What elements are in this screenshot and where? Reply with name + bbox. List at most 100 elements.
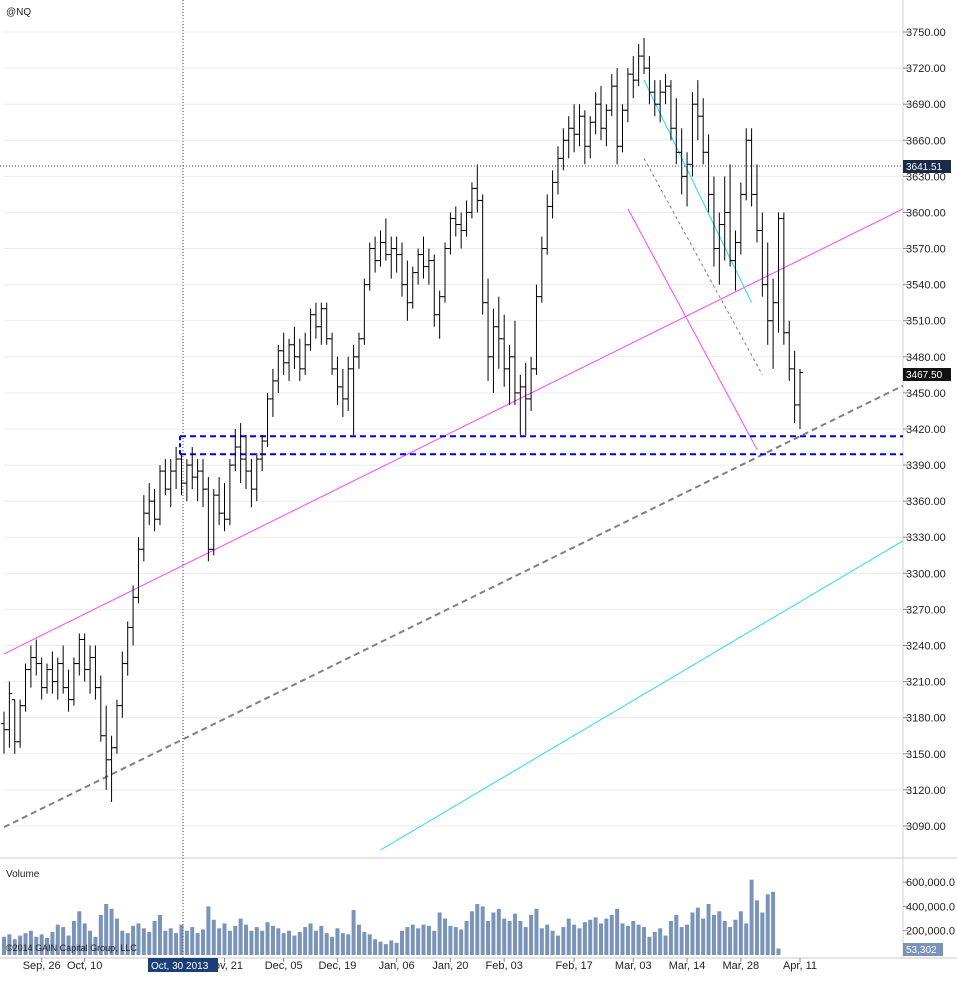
volume-bar (292, 935, 297, 955)
volume-bar (518, 921, 523, 955)
volume-bar (174, 933, 179, 955)
volume-bar (534, 908, 539, 955)
volume-label: Volume (6, 869, 40, 880)
volume-bar (572, 924, 577, 955)
volume-bar (615, 908, 620, 955)
price-tick-label: 3330.00 (906, 532, 946, 544)
trendline-uptrend (3, 208, 904, 655)
price-tick-label: 3240.00 (906, 641, 946, 653)
volume-bar (416, 928, 421, 955)
volume-bar (157, 914, 162, 955)
volume-bar (190, 927, 195, 955)
trendline-uptrend (3, 384, 904, 829)
volume-bar (711, 914, 716, 955)
volume-bar (593, 917, 598, 955)
volume-bar (437, 912, 442, 955)
volume-bar (244, 924, 249, 955)
volume-bar (254, 927, 259, 955)
volume-bar (61, 927, 66, 955)
volume-bar (227, 930, 232, 955)
volume-bar (238, 918, 243, 955)
volume-bar (297, 931, 302, 955)
volume-bar (18, 935, 23, 955)
volume-axis-labels: 600,000.0 400,000.0 200,000.0 (903, 877, 955, 938)
volume-bar (23, 933, 28, 955)
volume-bar (55, 924, 60, 955)
volume-bar (776, 948, 781, 955)
volume-bar (211, 919, 216, 955)
volume-bar (620, 923, 625, 955)
volume-bar (281, 933, 286, 955)
volume-bar (222, 923, 227, 955)
volume-bar (324, 933, 329, 955)
volume-bar (599, 923, 603, 955)
volume-bar (125, 933, 130, 955)
volume-bar (496, 908, 501, 955)
trendline-channel-bottom (627, 208, 758, 450)
volume-bar (303, 927, 308, 955)
last-volume-text: 53,302 (906, 945, 937, 956)
volume-bar (609, 914, 614, 955)
volume-bar (410, 924, 415, 955)
date-tick-label: Oct, 10 (67, 960, 102, 972)
volume-bar (421, 924, 426, 955)
volume-bar (77, 911, 82, 955)
date-tick-label: Jan, 20 (432, 960, 468, 972)
volume-bar (701, 918, 706, 955)
trendline-channel-top (643, 79, 753, 303)
volume-bar (453, 927, 458, 955)
price-tick-label: 3540.00 (906, 280, 946, 292)
volume-bar (136, 923, 141, 955)
volume-bar (88, 930, 93, 955)
volume-bar (631, 921, 636, 955)
volume-bar (114, 918, 119, 955)
volume-bar (50, 931, 55, 955)
volume-bar (109, 908, 114, 955)
volume-bar (685, 924, 690, 955)
volume-bar (168, 928, 173, 955)
volume-bar (760, 912, 765, 955)
ohlc-bar (797, 368, 803, 429)
volume-tick-label: 600,000.0 (906, 877, 955, 889)
volume-bar (588, 919, 593, 955)
ohlc-bar (6, 681, 13, 748)
volume-bar (206, 906, 211, 955)
price-tick-label: 3150.00 (906, 749, 946, 761)
volume-bar (486, 921, 491, 955)
volume-bar (448, 925, 453, 955)
last-volume-tag (903, 943, 943, 956)
volume-bar (738, 911, 743, 955)
volume-bar (690, 912, 695, 955)
volume-bar (529, 914, 534, 955)
volume-bar (668, 921, 673, 955)
volume-bar (744, 923, 749, 955)
price-tick-label: 3210.00 (906, 677, 946, 689)
volume-bar (765, 894, 770, 955)
volume-bar (373, 939, 378, 955)
volume-bar (260, 930, 265, 955)
price-tick-label: 3600.00 (906, 207, 946, 219)
volume-bar (179, 924, 184, 955)
volume-bar (7, 934, 12, 955)
volume-bar (733, 919, 738, 955)
volume-bar (313, 930, 318, 955)
volume-bar (561, 927, 566, 955)
price-tick-label: 3270.00 (906, 604, 946, 616)
volume-tick-label: 200,000.0 (906, 926, 955, 938)
price-tick-label: 3120.00 (906, 785, 946, 797)
price-axis-labels: 3750.00 3720.00 3690.00 3660.00 3630.00 3600.… (903, 27, 946, 833)
date-tick-label: Feb, 17 (555, 960, 592, 972)
volume-bar (443, 918, 448, 955)
volume-bar (12, 939, 17, 955)
price-tick-label: 3360.00 (906, 496, 946, 508)
volume-bar (276, 928, 281, 955)
volume-bar (104, 904, 109, 955)
volume-bar (658, 928, 663, 955)
volume-bar (152, 921, 157, 955)
volume-bar (141, 928, 146, 955)
volume-bar (512, 913, 517, 955)
volume-bar (233, 925, 238, 955)
volume-bar (330, 936, 335, 955)
volume-bar (389, 940, 394, 955)
